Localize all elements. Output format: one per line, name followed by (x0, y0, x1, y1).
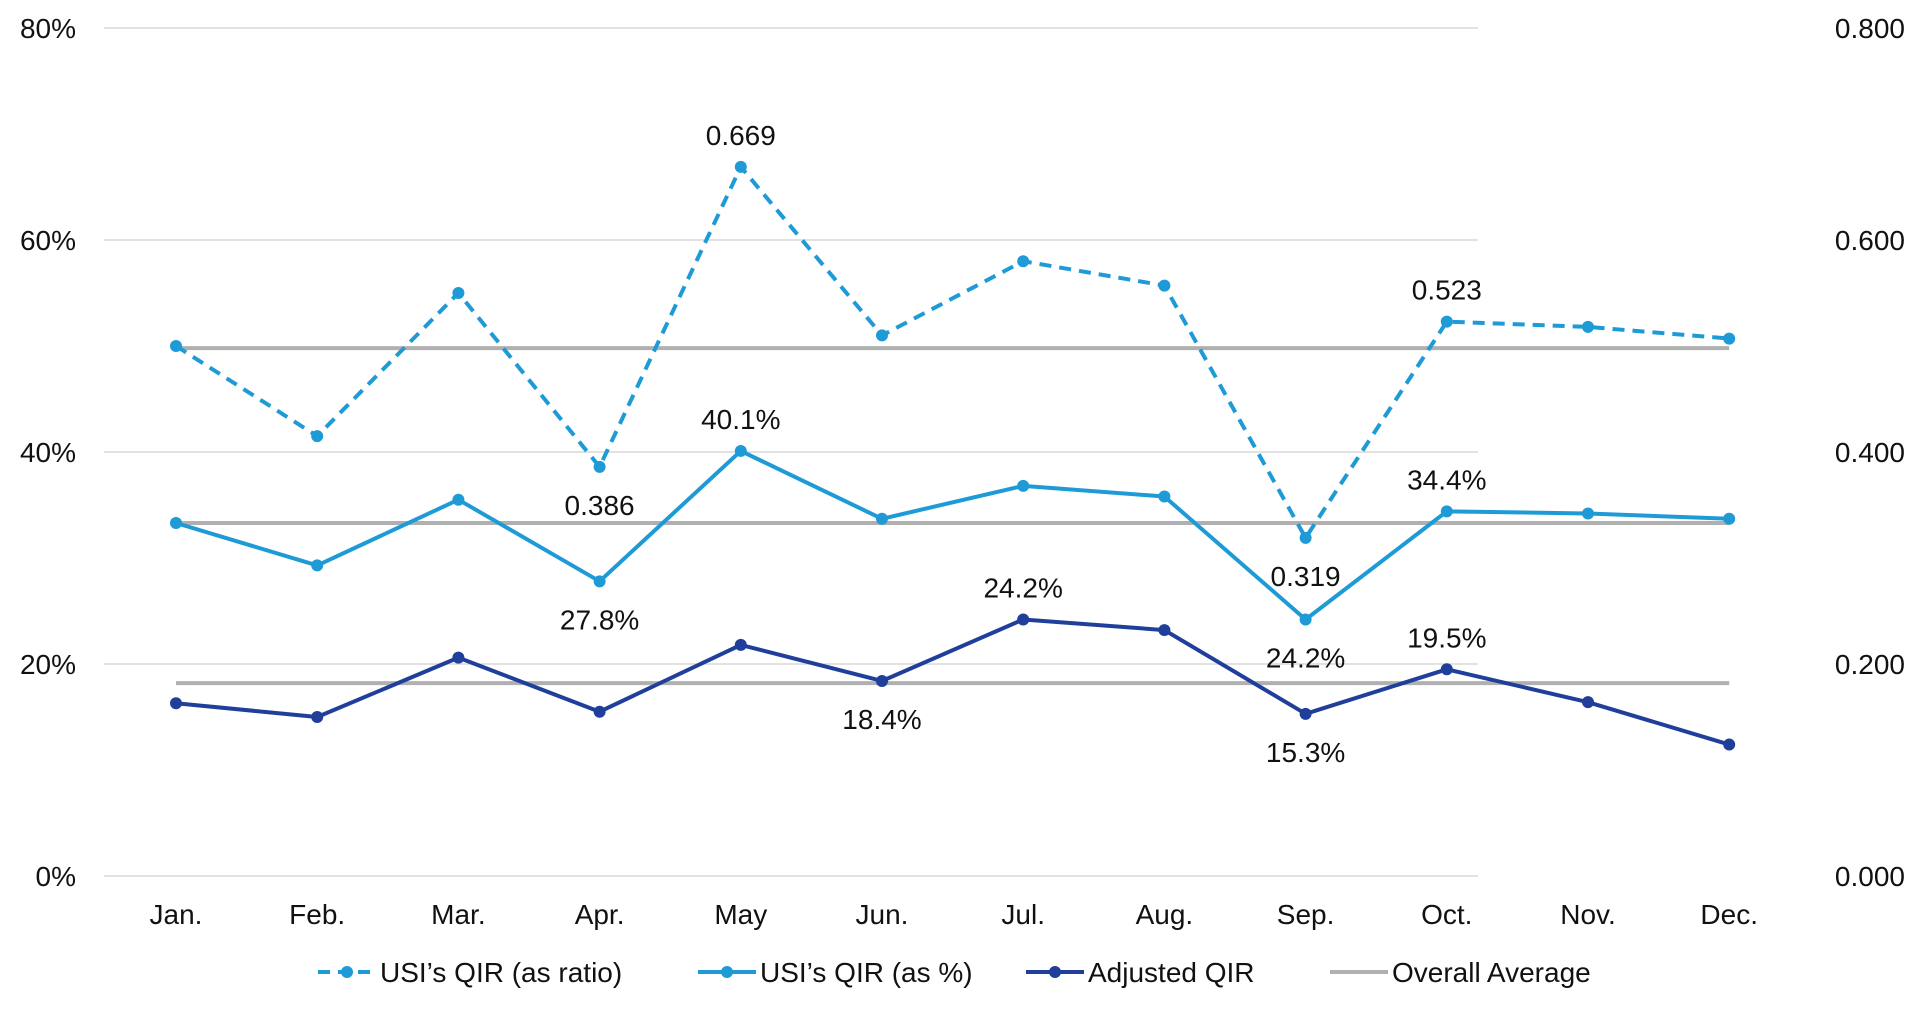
data-point (170, 340, 182, 352)
y-right-tick-label: 0.600 (1835, 225, 1905, 256)
data-point (1158, 491, 1170, 503)
data-point (1441, 316, 1453, 328)
legend-marker (341, 966, 353, 978)
data-point (735, 161, 747, 173)
y-right-tick-label: 0.800 (1835, 13, 1905, 44)
data-point (1582, 696, 1594, 708)
data-point (311, 711, 323, 723)
legend: USI’s QIR (as ratio) USI’s QIR (as %) Adju… (318, 957, 1591, 988)
data-label: 18.4% (842, 704, 921, 735)
x-category-label: Jan. (150, 899, 203, 930)
data-point (594, 461, 606, 473)
x-category-label: Oct. (1421, 899, 1472, 930)
data-point (876, 513, 888, 525)
legend-marker (1049, 966, 1061, 978)
legend-label: Adjusted QIR (1088, 957, 1255, 988)
data-point (1441, 505, 1453, 517)
data-label: 40.1% (701, 404, 780, 435)
legend-label: Overall Average (1392, 957, 1591, 988)
data-point (311, 430, 323, 442)
x-category-label: Mar. (431, 899, 485, 930)
legend-marker (721, 966, 733, 978)
series-line (176, 167, 1729, 538)
y-left-tick-label: 80% (20, 13, 76, 44)
y-right-tick-label: 0.400 (1835, 437, 1905, 468)
data-point (1300, 532, 1312, 544)
data-point (1158, 624, 1170, 636)
legend-label: USI’s QIR (as %) (760, 957, 973, 988)
y-left-tick-label: 60% (20, 225, 76, 256)
series-lines (176, 167, 1729, 745)
series-line (176, 451, 1729, 620)
y-right-tick-label: 0.000 (1835, 861, 1905, 892)
category-labels: Jan. Feb. Mar. Apr. May Jun. Jul. Aug. Sep. Oct. N… (150, 899, 1758, 930)
y-left-tick-label: 0% (36, 861, 76, 892)
x-category-label: Aug. (1136, 899, 1194, 930)
data-label: 0.669 (706, 120, 776, 151)
x-category-label: Jun. (856, 899, 909, 930)
data-point (1723, 513, 1735, 525)
data-point (452, 652, 464, 664)
x-category-label: Sep. (1277, 899, 1335, 930)
data-point (1300, 613, 1312, 625)
data-label: 0.523 (1412, 275, 1482, 306)
x-category-label: May (714, 899, 767, 930)
data-point (1158, 280, 1170, 292)
x-category-label: Feb. (289, 899, 345, 930)
data-point (1017, 480, 1029, 492)
data-label: 27.8% (560, 604, 639, 635)
data-label: 19.5% (1407, 622, 1486, 653)
x-category-label: Apr. (575, 899, 625, 930)
y-left-tick-label: 20% (20, 649, 76, 680)
average-lines (176, 348, 1729, 683)
y-right-tick-label: 0.200 (1835, 649, 1905, 680)
data-point (735, 639, 747, 651)
data-point (1582, 507, 1594, 519)
x-category-label: Dec. (1700, 899, 1758, 930)
data-point (1017, 613, 1029, 625)
data-point (1582, 321, 1594, 333)
legend-label: USI’s QIR (as ratio) (380, 957, 622, 988)
data-point (876, 329, 888, 341)
data-label: 15.3% (1266, 737, 1345, 768)
data-point (1723, 333, 1735, 345)
data-point (170, 697, 182, 709)
data-point (876, 675, 888, 687)
data-point (594, 706, 606, 718)
data-label: 24.2% (1266, 642, 1345, 673)
series-points (170, 161, 1735, 751)
data-point (1723, 739, 1735, 751)
data-label: 24.2% (983, 572, 1062, 603)
data-point (170, 517, 182, 529)
data-labels: 0.386 0.669 0.319 0.523 27.8% 40.1% 24.2% 34.4%… (560, 120, 1487, 768)
data-point (1441, 663, 1453, 675)
y-left-tick-label: 40% (20, 437, 76, 468)
data-label: 34.4% (1407, 464, 1486, 495)
data-point (594, 575, 606, 587)
data-point (1300, 708, 1312, 720)
data-point (452, 494, 464, 506)
x-category-label: Jul. (1001, 899, 1045, 930)
data-point (311, 559, 323, 571)
x-category-label: Nov. (1560, 899, 1616, 930)
data-label: 0.319 (1271, 561, 1341, 592)
data-point (1017, 255, 1029, 267)
data-point (735, 445, 747, 457)
data-point (452, 287, 464, 299)
data-label: 0.386 (565, 490, 635, 521)
